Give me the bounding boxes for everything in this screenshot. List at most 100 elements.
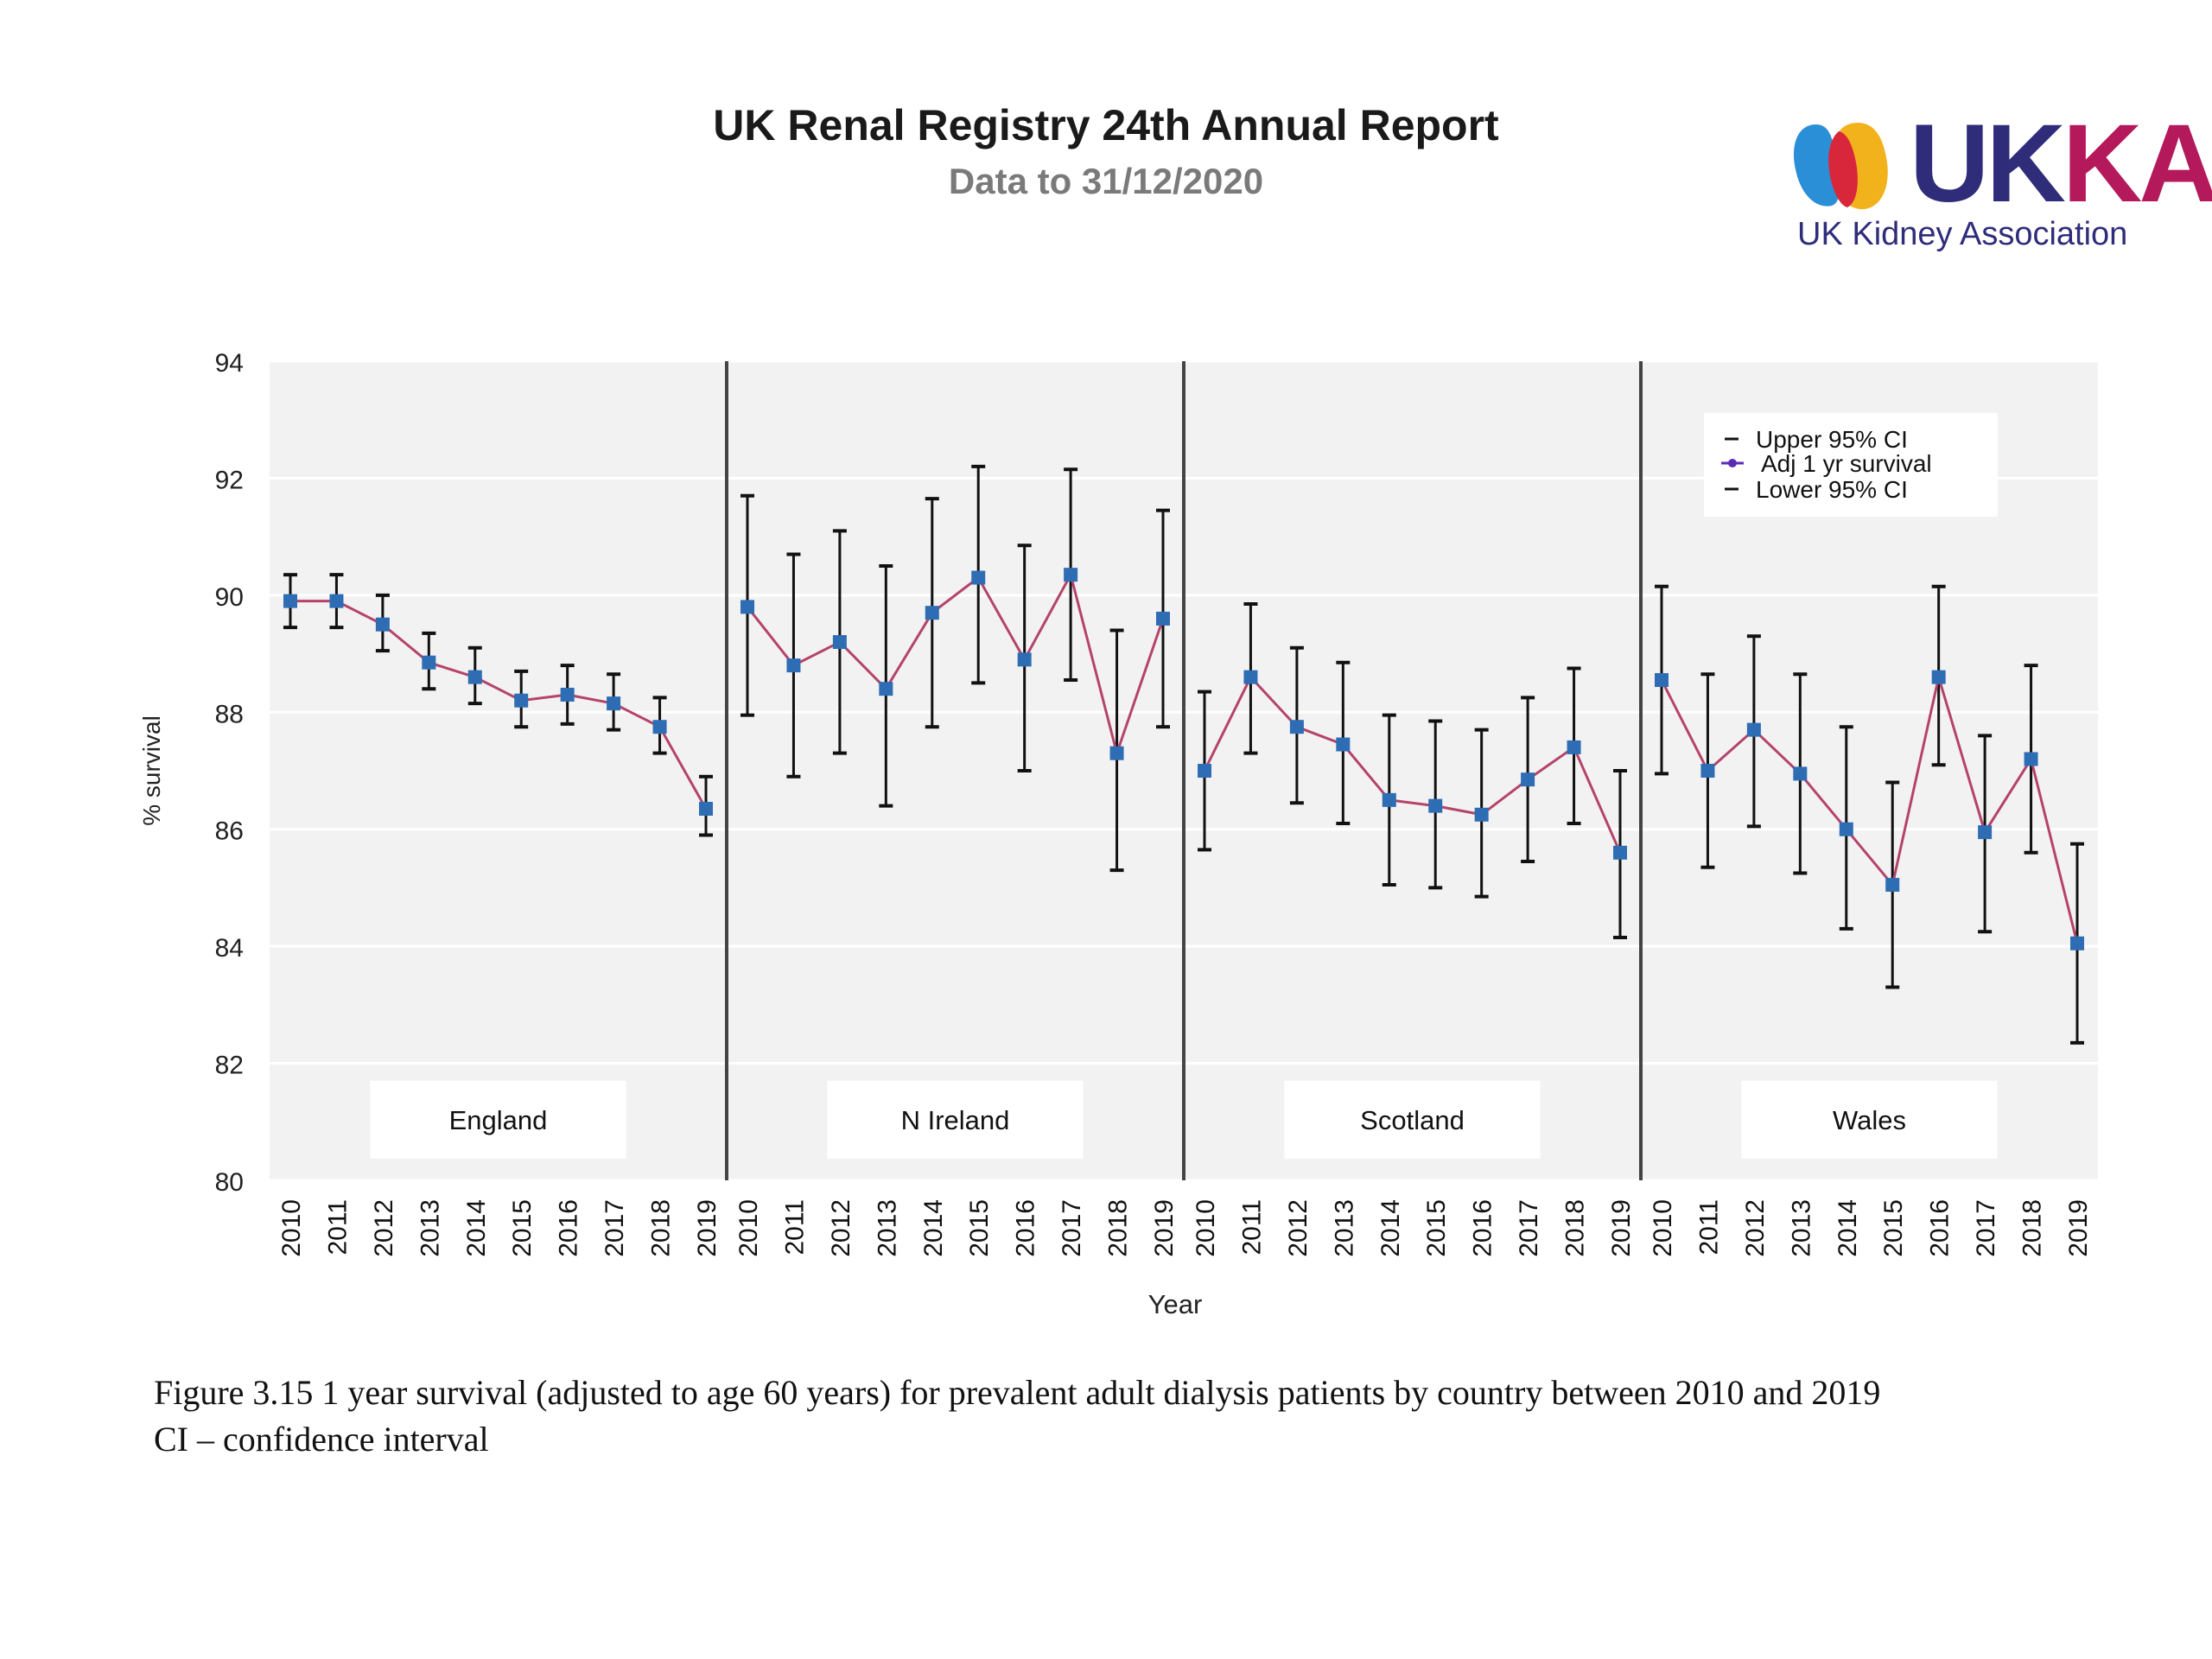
survival-point [1613,845,1627,860]
y-tick-label: 82 [215,1052,244,1080]
panel-label-box [370,1080,626,1159]
x-tick-label: 2015 [1879,1199,1908,1257]
survival-point [467,670,482,684]
y-tick-label: 86 [215,817,244,846]
x-tick-label: 2018 [1561,1199,1590,1257]
x-tick-label: 2019 [1607,1199,1636,1257]
figure-caption: Figure 3.15 1 year survival (adjusted to… [154,1370,2141,1463]
y-tick-label: 88 [215,700,244,728]
x-tick-label: 2014 [1834,1199,1862,1257]
x-tick-label: 2011 [1694,1199,1723,1255]
x-tick-label: 2015 [508,1199,537,1257]
survival-point [1474,807,1489,822]
x-tick-label: 2016 [1926,1199,1955,1257]
x-tick-label: 2016 [1012,1199,1040,1257]
x-tick-label: 2013 [416,1199,444,1257]
ukka-logo-mark-icon [1794,123,1888,210]
y-tick-label: 94 [215,349,244,378]
x-tick-label: 2019 [693,1199,721,1257]
legend-lower-ci-label: Lower 95% CI [1756,476,1908,503]
panel-label: Scotland [1360,1105,1465,1135]
x-tick-label: 2016 [555,1199,583,1257]
survival-point [741,600,754,614]
survival-point [1336,737,1351,752]
x-tick-label: 2019 [1150,1199,1179,1257]
survival-point [1109,746,1124,760]
caption-line-2: CI – confidence interval [154,1420,489,1459]
survival-point [699,802,713,817]
x-tick-label: 2018 [2018,1199,2047,1257]
x-tick-label: 2012 [827,1199,855,1257]
survival-point [879,682,893,696]
survival-point [1382,792,1396,807]
x-tick-label: 2018 [1104,1199,1133,1257]
x-tick-label: 2012 [1284,1199,1313,1257]
survival-point [652,720,667,734]
survival-point [514,693,529,708]
survival-point [1931,670,1946,684]
y-tick-label: 84 [215,934,244,963]
panel-label-box [1284,1080,1541,1159]
x-tick-label: 2015 [1422,1199,1451,1257]
survival-point [1017,652,1032,667]
legend-survival-marker [1728,459,1737,467]
survival-point [1978,825,1993,840]
ukka-logo-text: UKKA [1910,102,2212,226]
x-tick-label: 2017 [1058,1199,1086,1257]
survival-point [1655,673,1669,688]
survival-point [1156,611,1170,626]
survival-point [329,594,344,608]
survival-point [422,655,436,670]
legend-box [1704,413,1998,517]
survival-point [832,635,847,650]
survival-point [2024,752,2038,766]
survival-point [607,696,621,711]
x-tick-label: 2017 [601,1199,629,1257]
x-axis-label: Year [1148,1289,1203,1319]
x-tick-label: 2014 [462,1199,491,1257]
panel-label: Wales [1833,1105,1906,1135]
caption-line-1: Figure 3.15 1 year survival (adjusted to… [154,1373,1881,1412]
x-tick-label: 2017 [1972,1199,2000,1257]
panel-label: N Ireland [901,1105,1010,1135]
report-subtitle: Data to 31/12/2020 [948,161,1264,201]
survival-line [746,571,1165,758]
survival-point [971,570,986,585]
panel-label-box [1741,1080,1998,1159]
x-tick-label: 2013 [873,1199,901,1257]
survival-point [1064,568,1078,582]
y-tick-label: 90 [215,583,244,612]
survival-point [283,594,297,608]
report-title: UK Renal Registry 24th Annual Report [713,101,1499,149]
x-tick-label: 2016 [1469,1199,1497,1257]
x-tick-label: 2014 [1376,1199,1405,1257]
survival-point [375,617,390,632]
x-tick-label: 2011 [323,1199,352,1255]
x-tick-label: 2012 [370,1199,398,1257]
x-tick-label: 2012 [1741,1199,1770,1257]
survival-point [1885,878,1900,893]
survival-point [1289,720,1304,734]
survival-point [1746,722,1761,737]
x-tick-label: 2010 [1649,1199,1677,1257]
legend-upper-ci-label: Upper 95% CI [1756,426,1908,453]
y-tick-label: 80 [215,1168,244,1197]
survival-point [1839,822,1853,836]
survival-point [1567,740,1581,754]
survival-line [1660,671,2079,944]
x-tick-label: 2013 [1787,1199,1815,1257]
survival-point [2070,936,2084,950]
survival-point [1428,798,1443,813]
x-tick-label: 2011 [780,1199,809,1255]
x-tick-label: 2010 [734,1199,763,1257]
x-tick-label: 2013 [1330,1199,1358,1257]
x-tick-label: 2014 [919,1199,948,1257]
x-tick-label: 2015 [965,1199,994,1257]
x-tick-label: 2010 [277,1199,306,1257]
x-tick-label: 2010 [1192,1199,1220,1257]
survival-point [925,606,939,620]
survival-point [1198,764,1211,778]
survival-point [560,687,575,702]
survival-line [290,600,708,810]
survival-line [1203,675,1622,854]
